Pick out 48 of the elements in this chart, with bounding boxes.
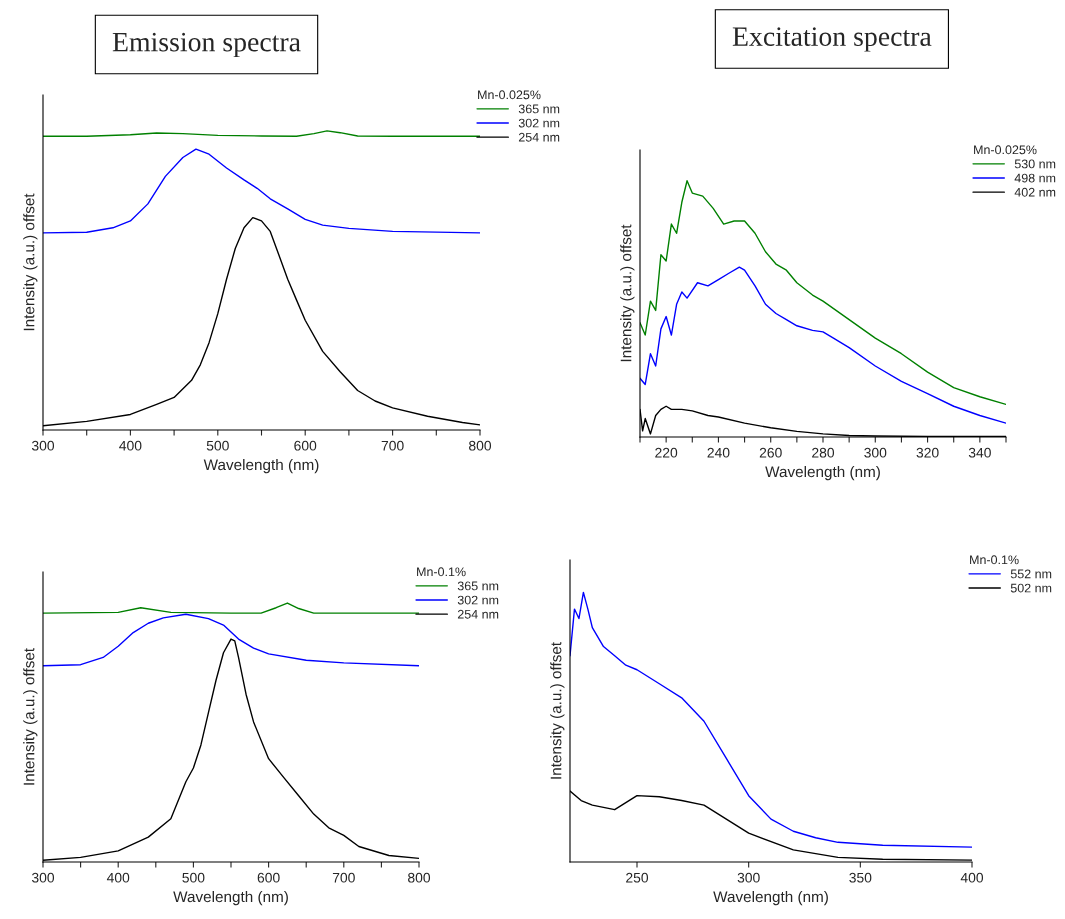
legend-label: 402 nm: [1014, 187, 1056, 197]
x-tick-label: 240: [707, 447, 730, 458]
y-axis-title: Intensity (a.u.) offset: [23, 193, 38, 331]
legend-label: 254 nm: [518, 132, 560, 142]
legend-label: 254 nm: [457, 609, 499, 619]
x-tick-label: 250: [626, 872, 649, 883]
x-tick-label: 600: [257, 872, 280, 883]
x-tick-label: 400: [119, 440, 142, 451]
legend-title: Mn-0.025%: [974, 145, 1037, 155]
x-tick-label: 340: [968, 447, 991, 458]
x-tick-label: 300: [31, 872, 55, 883]
legend-label: 502 nm: [1010, 583, 1052, 593]
legend-title: Mn-0.1%: [417, 567, 466, 577]
legend-label: 530 nm: [1014, 159, 1056, 169]
x-tick-label: 500: [182, 872, 205, 883]
x-tick-label: 300: [737, 872, 760, 883]
x-tick-label: 700: [381, 440, 404, 451]
x-tick-label: 300: [31, 440, 55, 451]
legend-label: 365 nm: [518, 104, 560, 114]
legend-label: 552 nm: [1010, 569, 1052, 579]
legend-label: 498 nm: [1014, 173, 1056, 183]
x-tick-label: 800: [408, 872, 431, 883]
x-axis-title: Wavelength (nm): [203, 458, 319, 474]
x-tick-label: 220: [655, 447, 678, 458]
legend-label: 302 nm: [457, 595, 499, 605]
x-tick-label: 260: [759, 447, 782, 458]
chart-title: Excitation spectra: [732, 27, 932, 52]
x-axis-title: Wavelength (nm): [173, 890, 288, 906]
x-tick-label: 300: [864, 447, 887, 458]
y-axis-title: Intensity (a.u.) offset: [550, 642, 565, 779]
x-tick-label: 400: [106, 872, 130, 883]
chart-title: Emission spectra: [112, 32, 301, 58]
y-axis-title: Intensity (a.u.) offset: [23, 648, 38, 785]
x-tick-label: 350: [849, 872, 872, 883]
x-tick-label: 800: [469, 440, 492, 451]
legend-title: Mn-0.025%: [478, 90, 541, 100]
x-tick-label: 400: [960, 872, 984, 883]
x-tick-label: 280: [812, 447, 835, 458]
x-axis-title: Wavelength (nm): [713, 890, 828, 906]
x-tick-label: 320: [916, 447, 939, 458]
legend-title: Mn-0.1%: [970, 555, 1019, 565]
x-tick-label: 500: [206, 440, 229, 451]
x-tick-label: 600: [294, 440, 317, 451]
y-axis-title: Intensity (a.u.) offset: [620, 224, 635, 362]
x-tick-label: 700: [332, 872, 355, 883]
x-axis-title: Wavelength (nm): [765, 465, 880, 481]
legend-label: 302 nm: [518, 118, 560, 128]
legend-label: 365 nm: [457, 581, 499, 591]
